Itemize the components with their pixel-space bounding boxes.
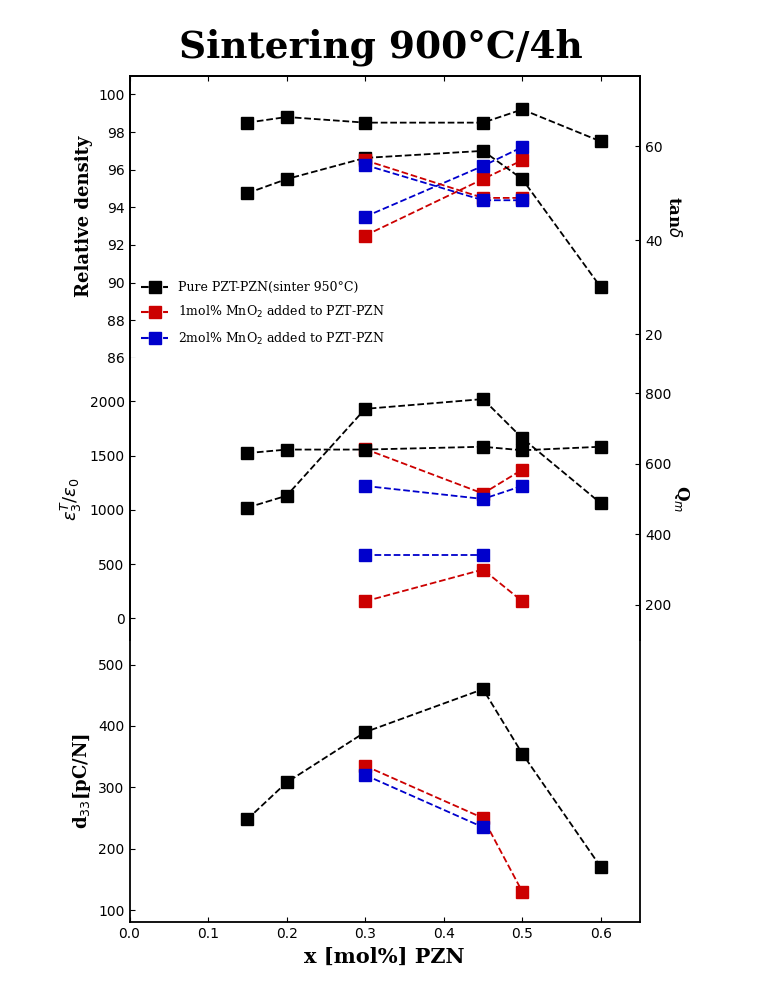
Text: Sintering 900°C/4h: Sintering 900°C/4h: [179, 28, 583, 66]
Y-axis label: $\varepsilon_3^T/\varepsilon_0$: $\varepsilon_3^T/\varepsilon_0$: [59, 477, 84, 521]
Y-axis label: d$_{33}$[pC/N]: d$_{33}$[pC/N]: [71, 733, 93, 830]
Y-axis label: Relative density: Relative density: [75, 136, 93, 297]
X-axis label: x [mol%] PZN: x [mol%] PZN: [305, 947, 465, 967]
Y-axis label: Q$_m$: Q$_m$: [672, 486, 691, 512]
Y-axis label: tan$\delta$: tan$\delta$: [665, 196, 682, 238]
Legend: Pure PZT-PZN(sinter 950°C), 1mol% MnO$_2$ added to PZT-PZN, 2mol% MnO$_2$ added : Pure PZT-PZN(sinter 950°C), 1mol% MnO$_2…: [136, 276, 390, 352]
